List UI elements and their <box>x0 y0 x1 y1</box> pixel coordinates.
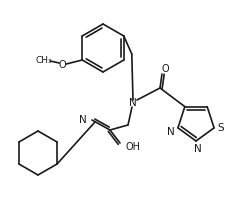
Text: N: N <box>79 115 87 125</box>
Text: CH₃: CH₃ <box>36 56 53 64</box>
Text: N: N <box>167 127 175 137</box>
Text: N: N <box>194 144 202 154</box>
Text: O: O <box>58 60 66 70</box>
Text: O: O <box>161 64 169 74</box>
Text: OH: OH <box>125 142 140 152</box>
Text: N: N <box>129 98 137 108</box>
Text: S: S <box>218 123 224 133</box>
